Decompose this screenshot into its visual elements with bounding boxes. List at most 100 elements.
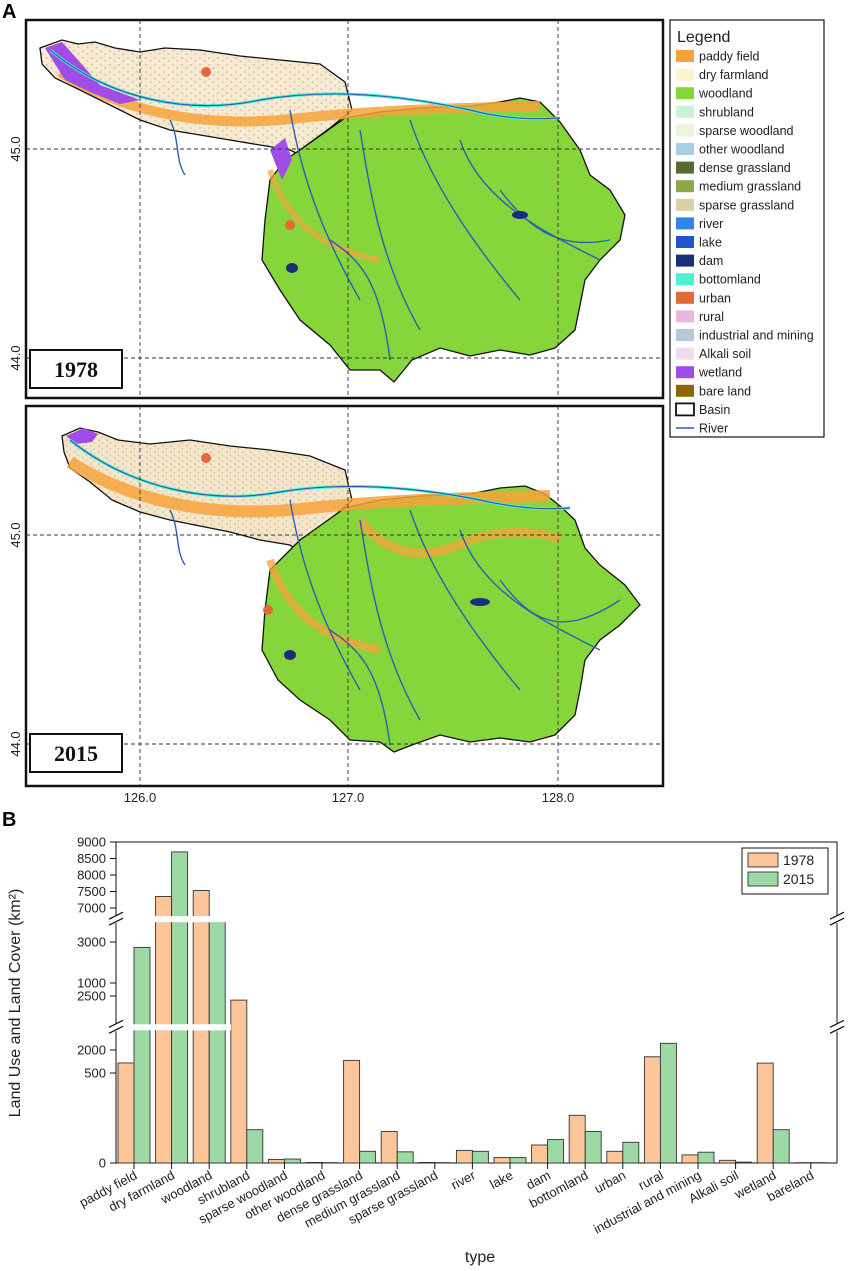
bar-2015-industrial-and-mining <box>697 1151 715 1164</box>
legend-item-lake-swatch <box>676 236 694 248</box>
bar-1978-paddy-field <box>117 1062 135 1164</box>
tributaries-1978 <box>169 109 611 361</box>
legend-item-alkali-soil-label: Alkali soil <box>699 347 751 361</box>
bar-1978-industrial-and-mining <box>681 1154 699 1164</box>
urban-1978 <box>201 67 211 77</box>
axis-break-mask-0-0 <box>110 1023 122 1032</box>
legend-item-other-woodland-swatch <box>676 143 694 155</box>
bar-1978-shrubland <box>230 999 248 1164</box>
urban-2015b <box>263 605 273 615</box>
axis-break-slash-a-0-1 <box>829 1019 845 1028</box>
y-tick-label-3000: 3000 <box>77 935 106 950</box>
bar-1978-river <box>455 1149 473 1164</box>
legend-item-wetland-label: wetland <box>698 366 742 380</box>
legend-item-medium-grassland-label: medium grassland <box>699 180 801 194</box>
legend-item-dense-grassland-swatch <box>676 161 694 174</box>
tributaries-2015 <box>169 499 621 746</box>
urban-1978b <box>285 220 295 230</box>
legend-item-rural-swatch <box>676 310 694 323</box>
bar-1978-medium-grassland <box>380 1131 398 1164</box>
y-tick-label-0: 0 <box>99 1156 106 1171</box>
chart-axis-breaks <box>108 911 845 1034</box>
legend-item-bottomland-label: bottomland <box>699 273 761 287</box>
x-tick-label-river: river <box>448 1167 478 1192</box>
map-legend-frame <box>669 19 825 438</box>
axis-break-slash-b-0-1 <box>829 1025 845 1034</box>
axis-break-slash-a-1-1 <box>829 911 845 920</box>
y-tick-label-7000: 7000 <box>77 901 106 916</box>
legend-item-dam-label: dam <box>699 254 723 268</box>
lat-tick-45-2015: 45.0 <box>8 522 23 547</box>
bar-2015-lake <box>509 1157 527 1164</box>
x-tick-label-lake: lake <box>487 1167 515 1191</box>
axis-break-slash-a-1-0 <box>108 911 124 920</box>
bar-2015-dense-grassland <box>359 1150 377 1164</box>
legend-item-shrubland-swatch <box>676 105 694 118</box>
legend-item-sparse-grassland-swatch <box>676 198 694 211</box>
legend-item-sparse-woodland-label: sparse woodland <box>699 124 794 138</box>
legend-item-sparse-woodland-swatch <box>676 124 694 137</box>
bar-2015-woodland <box>208 919 226 1164</box>
legend-item-dry-farmland-swatch <box>676 68 694 81</box>
bar-1978-other-woodland <box>305 1162 323 1164</box>
wetland-1978b <box>270 138 292 180</box>
chart-legend-label-2015: 2015 <box>783 871 814 887</box>
legend-item-dense-grassland-label: dense grassland <box>699 161 791 175</box>
bar-2015-medium-grassland <box>396 1151 414 1164</box>
bar-1978-lake <box>493 1157 511 1164</box>
legend-item-industrial-and-mining-label: industrial and mining <box>699 329 814 343</box>
legend-item-basin-label: Basin <box>699 403 730 417</box>
basin-1978-wood-region <box>261 97 626 383</box>
year-box-1978 <box>29 349 123 389</box>
x-tick-label-urban: urban <box>592 1167 628 1196</box>
lat-tick-45-1978: 45.0 <box>8 136 23 161</box>
y-tick-label-8500: 8500 <box>77 851 106 866</box>
lake-1978 <box>512 211 528 219</box>
legend-item-shrubland-label: shrubland <box>699 105 754 119</box>
bar-2015-rural <box>659 1042 677 1164</box>
bar-1978-bottomland <box>568 1114 586 1164</box>
axis-break-gap-bars-1 <box>181 916 231 923</box>
legend-item-urban-label: urban <box>699 291 731 305</box>
map-legend-items: paddy field dry farmland woodland shrubland… <box>675 50 814 436</box>
y-tick-label-2000: 2000 <box>77 1043 106 1058</box>
bar-2015-paddy-field <box>133 946 151 1164</box>
chart-y-axis-label: Land Use and Land Cover (km²) <box>7 889 24 1118</box>
chart-legend-frame <box>741 847 829 895</box>
year-label-1978: 1978 <box>54 357 98 382</box>
chart-legend-label-1978: 1978 <box>783 852 814 868</box>
wetland-1978 <box>45 42 140 104</box>
bar-1978-wetland <box>756 1062 774 1164</box>
y-tick-label-8000: 8000 <box>77 868 106 883</box>
paddy-band-2015b <box>266 558 381 654</box>
map-2015: 2015 <box>24 404 665 788</box>
reservoir-2015 <box>284 650 296 660</box>
chart-x-axis-label: type <box>465 1249 495 1266</box>
chart-legend-swatch-1978 <box>747 852 779 868</box>
bar-1978-rural <box>643 1056 661 1164</box>
bar-1978-alkali-soil <box>719 1159 737 1164</box>
legend-item-river-label: river <box>699 217 723 231</box>
legend-item-bottomland-swatch <box>676 273 694 286</box>
axis-break-slash-b-1-1 <box>829 917 845 926</box>
axis-break-slash-b-1-0 <box>108 917 124 926</box>
bar-2015-alkali-soil <box>735 1161 753 1164</box>
panel-a-letter: A <box>2 1 16 23</box>
legend-item-dry-farmland-label: dry farmland <box>699 68 769 82</box>
axis-break-gap-left-0 <box>117 1024 217 1031</box>
legend-item-medium-grassland-swatch <box>676 180 694 193</box>
bar-1978-urban <box>606 1150 624 1164</box>
main-river-2015-line <box>69 439 571 510</box>
legend-item-dam-swatch <box>676 254 694 267</box>
axis-break-mask-0-1 <box>831 1023 843 1032</box>
paddy-band-1978b <box>267 169 381 263</box>
legend-item-lake-label: lake <box>699 236 722 250</box>
bar-1978-dense-grassland <box>343 1059 361 1164</box>
grid-1978 <box>26 20 663 398</box>
y-tick-label-9000: 9000 <box>77 835 106 850</box>
bar-2015-urban <box>622 1141 640 1164</box>
legend-item-woodland-label: woodland <box>698 87 753 101</box>
bar-2015-shrubland <box>246 1129 264 1164</box>
legend-item-bare-land-label: bare land <box>699 384 751 398</box>
